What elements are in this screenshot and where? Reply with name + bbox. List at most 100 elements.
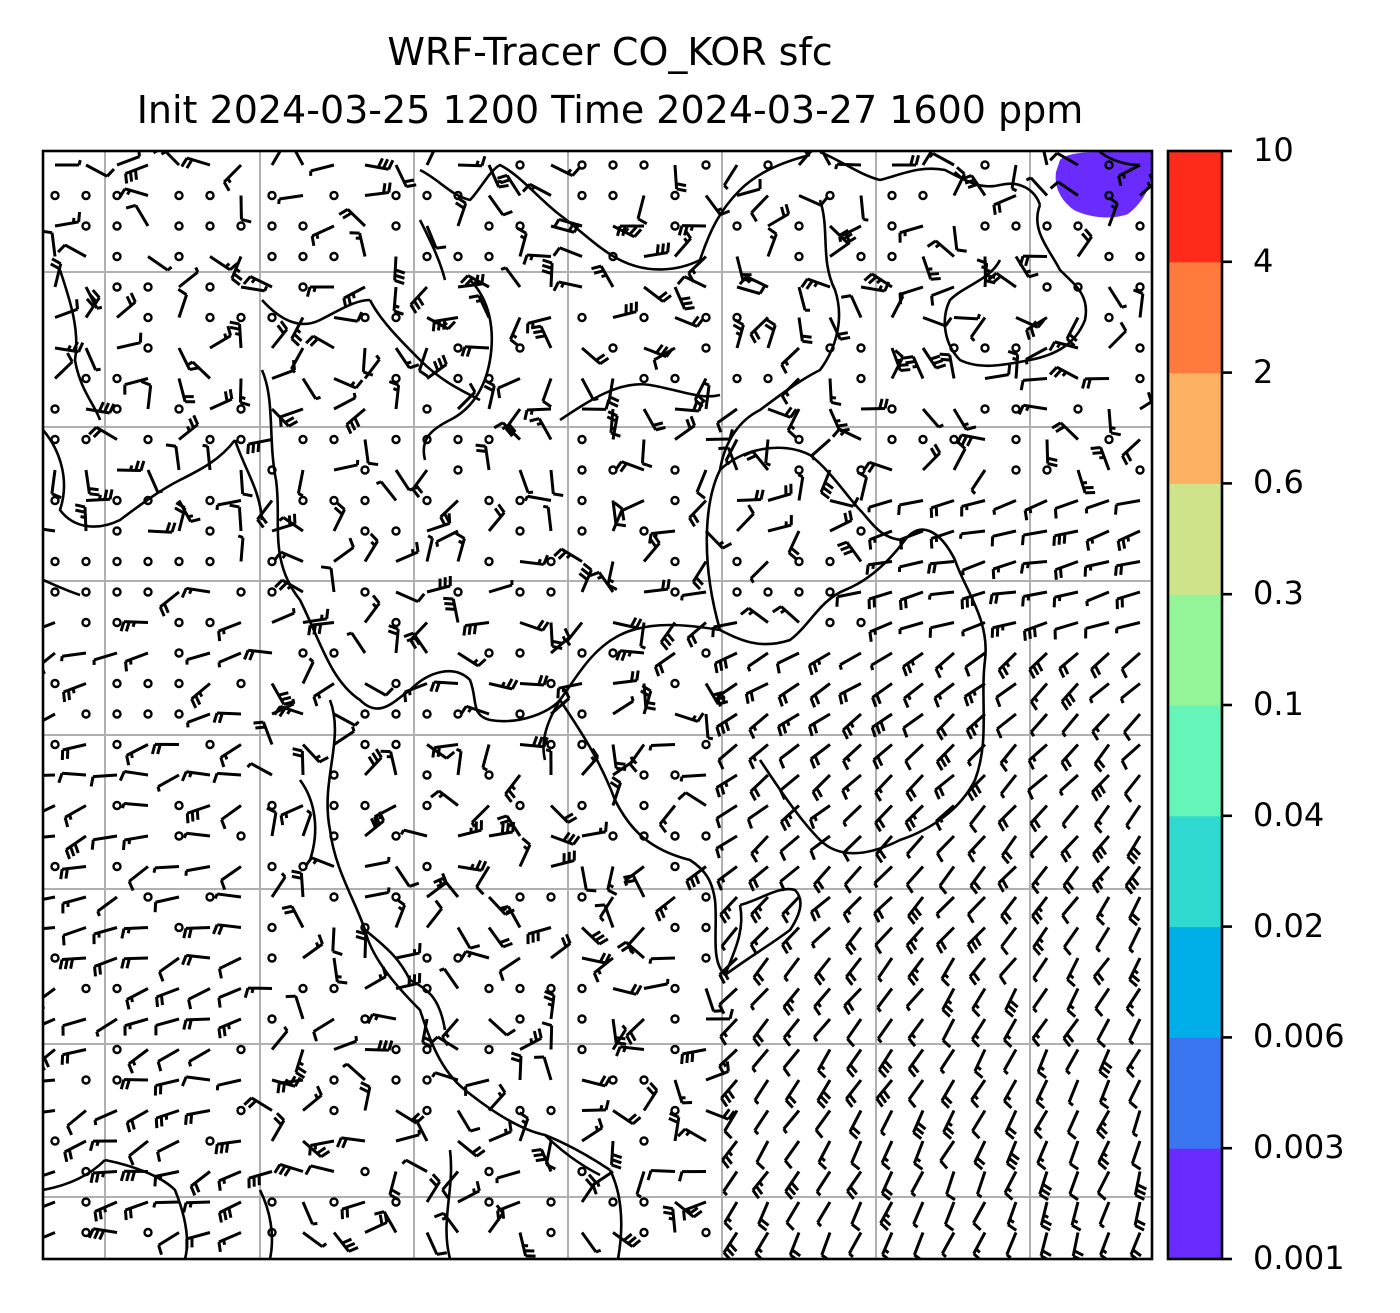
wind-barb (242, 275, 273, 289)
calm-wind-marker (143, 495, 153, 506)
wind-barb (828, 378, 842, 406)
wind-barb (643, 978, 670, 990)
calm-wind-marker (112, 221, 122, 231)
wind-barb (1029, 834, 1049, 859)
wind-barb (457, 820, 483, 838)
wind-barb (116, 332, 143, 350)
calm-wind-marker (1135, 221, 1145, 231)
wind-barb (1126, 835, 1142, 865)
wind-barb (811, 773, 832, 802)
wind-barb (648, 743, 676, 751)
wind-barb (487, 1083, 507, 1112)
colorbar-band (1168, 594, 1222, 706)
wind-barb (798, 194, 829, 207)
calm-wind-marker (422, 709, 432, 719)
wind-barb (93, 1109, 118, 1126)
wind-barb (290, 316, 305, 347)
wind-barb (902, 682, 924, 709)
wind-barb (1066, 987, 1080, 1018)
wind-barb (409, 285, 429, 314)
calm-wind-marker (577, 709, 587, 719)
wind-barb (278, 516, 304, 533)
wind-barb (904, 804, 925, 832)
wind-barb (1006, 1201, 1018, 1232)
calm-wind-marker (1104, 160, 1114, 170)
wind-barb (797, 317, 813, 344)
calm-wind-marker (577, 160, 587, 170)
wind-barb (364, 182, 392, 197)
wind-barb (748, 712, 769, 740)
calm-wind-marker (143, 1227, 153, 1238)
wind-barb (907, 1079, 925, 1109)
wind-barb (123, 1017, 149, 1036)
calm-wind-marker (639, 160, 649, 170)
wind-barb (1128, 1079, 1142, 1110)
wind-barb (180, 586, 211, 599)
wind-barb (1025, 316, 1048, 341)
wind-barb (500, 266, 522, 288)
wind-barb (676, 275, 707, 289)
calm-wind-marker (298, 861, 308, 872)
calm-wind-marker (825, 190, 835, 201)
wind-barb (1052, 590, 1079, 608)
calm-wind-marker (174, 922, 184, 933)
map-frame (41, 149, 1154, 1261)
wind-barb (939, 1140, 956, 1170)
wind-barb (797, 286, 811, 312)
calm-wind-marker (205, 221, 215, 231)
calm-wind-marker (546, 739, 556, 750)
wind-barb (243, 986, 273, 999)
wind-barb (705, 1008, 734, 1021)
wind-barb (905, 865, 925, 894)
wind-barb (217, 1231, 242, 1253)
wind-barb (375, 480, 398, 502)
calm-wind-marker (515, 648, 525, 658)
calm-wind-marker (1104, 251, 1114, 262)
wind-barb (1121, 438, 1142, 466)
calm-wind-marker (670, 495, 680, 506)
wind-barb (751, 1048, 770, 1073)
wind-barb (498, 905, 522, 929)
wind-barb (552, 280, 583, 292)
wind-barb (1095, 926, 1111, 953)
wind-barb (1107, 408, 1121, 437)
wind-barb (905, 926, 925, 955)
wind-barb (961, 560, 986, 576)
wind-barb (425, 151, 436, 166)
calm-wind-marker (205, 892, 215, 902)
wind-barb (305, 285, 335, 298)
wind-barb (425, 1231, 448, 1256)
calm-wind-marker (50, 556, 60, 567)
wind-barb (842, 834, 863, 863)
wind-barb (1004, 987, 1019, 1018)
wind-barb (273, 1162, 304, 1177)
calm-wind-marker (577, 800, 587, 811)
wind-barb (972, 1201, 987, 1232)
wind-barb (1125, 1048, 1142, 1079)
calm-wind-marker (422, 1105, 432, 1116)
calm-wind-marker (577, 892, 587, 902)
wind-barb (229, 320, 243, 349)
wind-barb (1031, 896, 1049, 925)
wind-barb (550, 850, 576, 868)
wind-barb (876, 987, 894, 1013)
wind-barb (273, 704, 304, 718)
calm-wind-marker (794, 221, 804, 231)
wind-barb (187, 1048, 211, 1067)
wind-barb (309, 163, 335, 176)
calm-wind-marker (1073, 404, 1083, 414)
wind-barb (813, 987, 832, 1016)
wind-barb (842, 804, 863, 828)
wind-barb (1097, 1140, 1111, 1171)
colorbar-tick-label: 2 (1253, 352, 1274, 391)
wind-barb (61, 895, 87, 914)
wind-barb (746, 651, 769, 672)
calm-wind-marker (701, 1227, 711, 1238)
wind-barb (433, 877, 460, 898)
wind-barb (1114, 499, 1141, 515)
calm-wind-marker (143, 709, 153, 719)
calm-wind-marker (608, 1197, 618, 1207)
wind-barb (1021, 590, 1048, 607)
wind-barb (674, 400, 704, 413)
calm-wind-marker (422, 251, 432, 262)
